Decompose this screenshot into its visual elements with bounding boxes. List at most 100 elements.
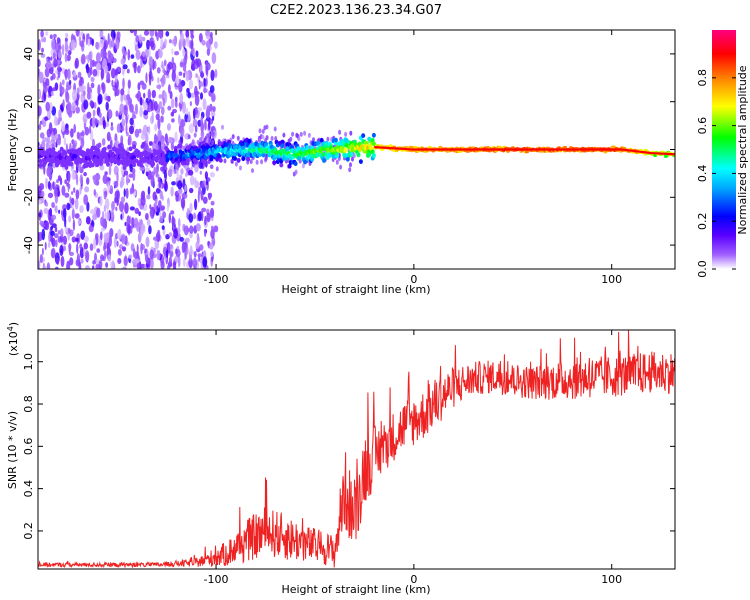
heatmap-cell xyxy=(75,189,80,200)
heatmap-cell xyxy=(208,193,212,201)
heatmap-cell xyxy=(39,132,45,139)
heatmap-cell xyxy=(143,30,150,36)
heatmap-cell xyxy=(78,261,82,269)
heatmap-cell xyxy=(127,134,132,146)
y-tick-label: 0.8 xyxy=(22,395,35,413)
heatmap-cell xyxy=(116,31,120,39)
heatmap-cell xyxy=(103,233,109,240)
heatmap-cell xyxy=(71,236,77,243)
heatmap-cell xyxy=(156,249,161,261)
heatmap-cell xyxy=(125,173,129,186)
heatmap-cell xyxy=(102,174,108,185)
heatmap-cell xyxy=(175,248,178,255)
heatmap-cell xyxy=(96,248,101,253)
heatmap-cell xyxy=(160,166,165,172)
heatmap-cell xyxy=(151,89,156,99)
snr-y-multiplier: (x104) xyxy=(6,322,20,356)
heatmap-cell xyxy=(322,158,327,163)
heatmap-cell xyxy=(38,123,42,131)
heatmap-cell xyxy=(171,48,174,55)
heatmap-cell xyxy=(107,183,110,194)
heatmap-cell xyxy=(188,213,194,223)
heatmap-cell xyxy=(150,40,155,48)
heatmap-cell xyxy=(57,117,61,125)
heatmap-cell xyxy=(147,125,151,135)
heatmap-cell xyxy=(274,136,278,141)
heatmap-cell xyxy=(90,82,95,89)
heatmap-cell xyxy=(72,219,75,232)
heatmap-cell xyxy=(160,37,164,49)
heatmap-cell xyxy=(115,39,120,50)
heatmap-cell xyxy=(167,61,173,70)
heatmap-cell xyxy=(168,232,173,237)
heatmap-cell xyxy=(100,254,105,261)
heatmap-cell xyxy=(338,129,342,135)
heatmap-cell xyxy=(201,207,207,213)
heatmap-cell xyxy=(45,220,50,231)
heatmap-cell xyxy=(261,129,265,134)
heatmap-cell xyxy=(110,68,116,79)
snr-panel: -100 0 100 0.2 0.4 0.6 0.8 1.0 Height of strai… xyxy=(6,322,676,596)
heatmap-cell xyxy=(107,254,112,262)
heatmap-cell xyxy=(186,87,190,93)
heatmap-cell xyxy=(178,143,183,149)
heatmap-cell xyxy=(356,152,361,158)
heatmap-cell xyxy=(169,250,174,258)
heatmap-cell xyxy=(53,186,58,198)
heatmap-cell xyxy=(110,40,115,48)
heatmap-cell xyxy=(47,241,51,248)
heatmap-cell xyxy=(149,258,154,269)
heatmap-cell xyxy=(165,157,170,163)
heatmap-cell xyxy=(171,118,175,123)
heatmap-cell xyxy=(215,166,219,172)
heatmap-cell xyxy=(117,248,122,256)
heatmap-cell xyxy=(71,101,77,112)
heatmap-cell xyxy=(349,162,352,168)
heatmap-cell xyxy=(194,180,200,189)
x-tick-label: 0 xyxy=(410,273,417,286)
heatmap-cell xyxy=(212,115,215,121)
heatmap-cell xyxy=(180,197,186,209)
heatmap-cell xyxy=(57,66,61,79)
heatmap-cell xyxy=(100,227,106,232)
heatmap-cell xyxy=(139,166,145,171)
heatmap-cell xyxy=(45,177,48,190)
snr-series-line xyxy=(38,330,675,569)
heatmap-cell xyxy=(193,108,196,120)
heatmap-cell xyxy=(88,225,94,233)
colorbar-ticks: 0.0 0.2 0.4 0.6 0.8 xyxy=(696,69,736,278)
heatmap-cell xyxy=(173,169,177,175)
heatmap-cell xyxy=(67,68,71,80)
heatmap-cell xyxy=(249,159,253,165)
heatmap-cell xyxy=(173,148,178,154)
heatmap-cell xyxy=(75,160,80,166)
heatmap-cell xyxy=(202,256,208,268)
heatmap-cell xyxy=(63,137,67,146)
heatmap-cell xyxy=(195,73,199,78)
heatmap-cell xyxy=(358,159,363,165)
heatmap-cell xyxy=(116,68,119,76)
heatmap-cell xyxy=(209,171,215,178)
heatmap-cell xyxy=(76,174,79,186)
heatmap-cell xyxy=(121,118,126,127)
heatmap-cell xyxy=(88,72,91,78)
heatmap-cell xyxy=(212,106,216,112)
heatmap-cell xyxy=(155,211,160,216)
heatmap-cell xyxy=(161,76,165,88)
heatmap-cell xyxy=(95,41,99,50)
heatmap-cell xyxy=(297,136,301,142)
heatmap-cell xyxy=(186,207,190,215)
heatmap-cell xyxy=(196,58,202,67)
heatmap-cell xyxy=(105,262,109,268)
heatmap-cell xyxy=(198,244,204,251)
heatmap-cell xyxy=(213,41,218,49)
heatmap-cell xyxy=(74,59,78,69)
heatmap-cell xyxy=(133,30,137,37)
heatmap-cell xyxy=(66,81,70,91)
heatmap-cell xyxy=(81,53,86,65)
heatmap-cell xyxy=(305,145,310,150)
heatmap-cell xyxy=(71,89,78,102)
heatmap-cell xyxy=(186,228,190,233)
heatmap-cell xyxy=(233,156,237,162)
heatmap-cell xyxy=(206,35,211,40)
